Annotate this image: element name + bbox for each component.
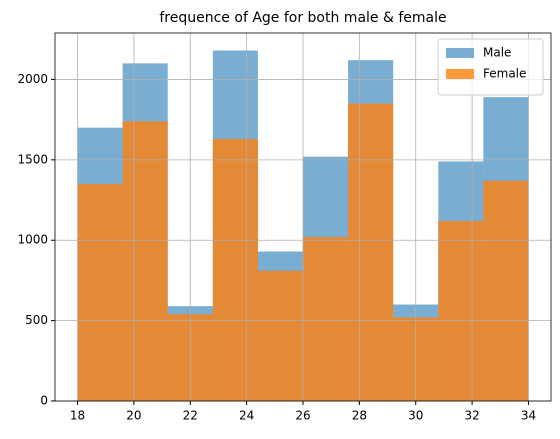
x-tick-label: 20 [126, 409, 141, 423]
x-tick-label: 24 [239, 409, 254, 423]
bar [122, 121, 168, 402]
x-tick-label: 32 [464, 409, 479, 423]
y-tick-label: 500 [25, 313, 48, 327]
y-tick-label: 0 [40, 394, 48, 408]
y-tick-label: 1000 [17, 233, 48, 247]
y-tick-label: 2000 [17, 72, 48, 86]
legend-label: Male [483, 46, 511, 60]
x-tick-label: 22 [183, 409, 198, 423]
x-tick-label: 18 [70, 409, 85, 423]
bar [483, 180, 529, 401]
chart-title: frequence of Age for both male & female [159, 10, 446, 26]
bar [348, 103, 394, 401]
plot-frame [54, 32, 552, 402]
bar [77, 183, 123, 401]
bar [303, 237, 349, 401]
legend-swatch [446, 48, 474, 58]
x-tick-label: 34 [521, 409, 536, 423]
x-tick-label: 30 [408, 409, 423, 423]
x-tick-label: 26 [295, 409, 310, 423]
bar [257, 270, 303, 401]
legend-swatch [446, 69, 474, 79]
bar [212, 138, 258, 401]
legend-label: Female [483, 67, 526, 81]
bar [438, 220, 484, 401]
x-tick-label: 28 [352, 409, 367, 423]
y-tick-label: 1500 [17, 152, 48, 166]
